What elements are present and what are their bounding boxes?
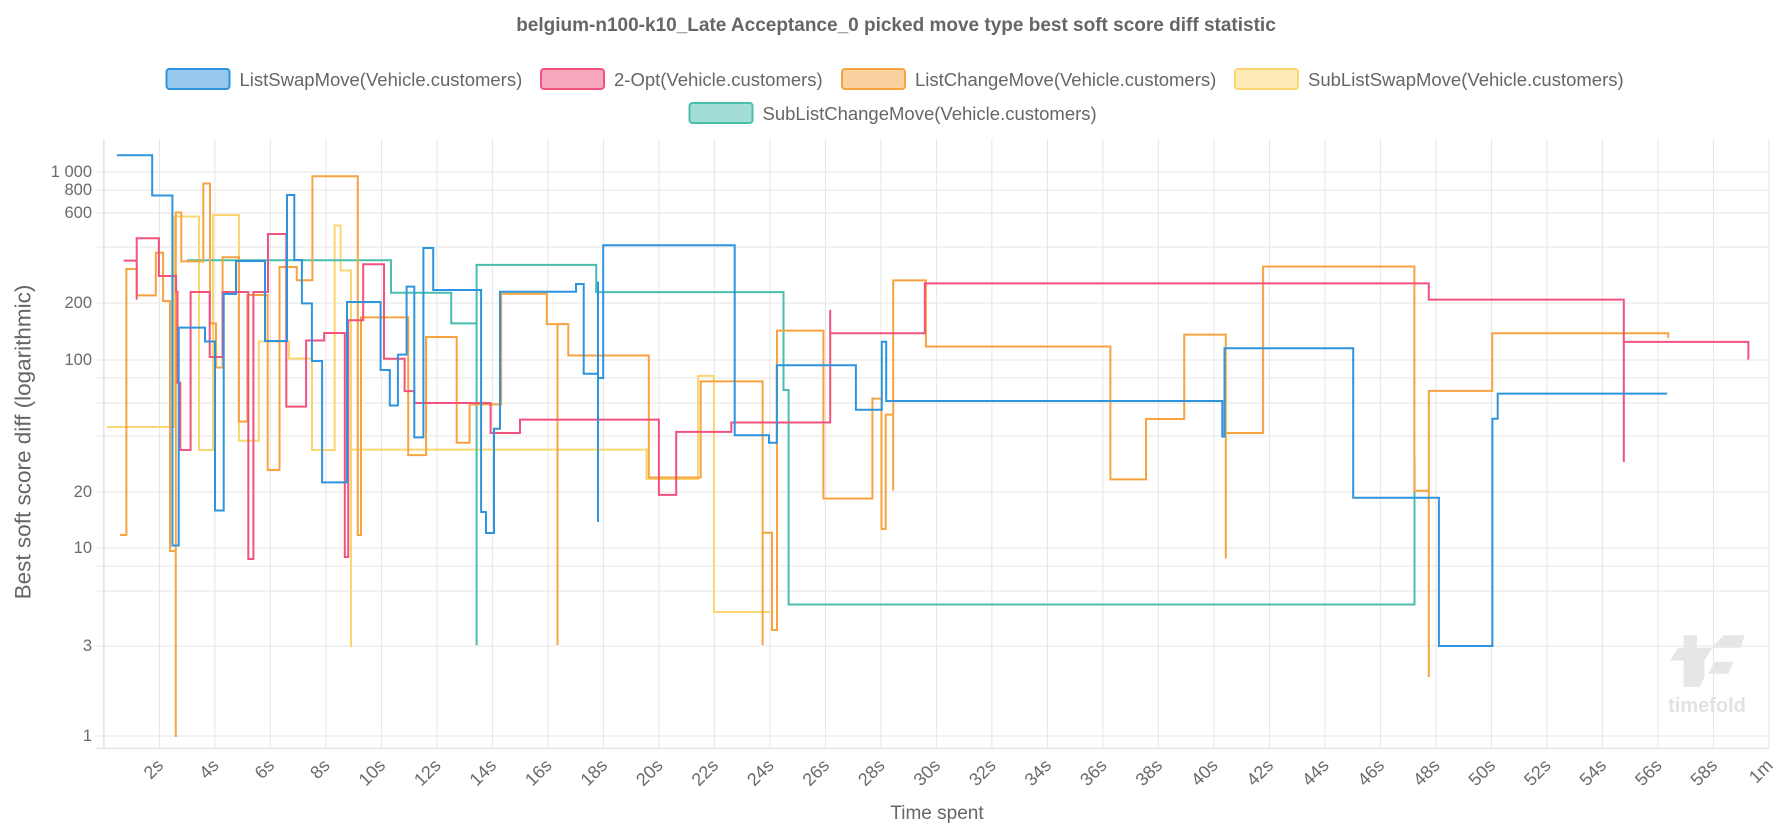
svg-text:600: 600 [64, 204, 92, 222]
svg-text:3: 3 [83, 637, 92, 655]
svg-text:SubListChangeMove(Vehicle.cust: SubListChangeMove(Vehicle.customers) [763, 103, 1097, 124]
svg-text:ListSwapMove(Vehicle.customers: ListSwapMove(Vehicle.customers) [240, 69, 523, 90]
svg-text:200: 200 [64, 294, 92, 312]
svg-text:20: 20 [74, 483, 92, 501]
svg-text:Best soft score diff (logarith: Best soft score diff (logarithmic) [11, 285, 36, 600]
svg-text:800: 800 [64, 181, 92, 199]
svg-text:SubListSwapMove(Vehicle.custom: SubListSwapMove(Vehicle.customers) [1308, 69, 1624, 90]
svg-text:timefold: timefold [1668, 695, 1746, 717]
svg-text:Time spent: Time spent [890, 803, 984, 824]
svg-text:100: 100 [64, 351, 92, 369]
svg-text:ListChangeMove(Vehicle.custome: ListChangeMove(Vehicle.customers) [915, 69, 1216, 90]
svg-text:10: 10 [74, 539, 92, 557]
svg-text:belgium-n100-k10_Late Acceptan: belgium-n100-k10_Late Acceptance_0 picke… [516, 15, 1276, 36]
svg-text:1 000: 1 000 [51, 163, 92, 181]
svg-text:2-Opt(Vehicle.customers): 2-Opt(Vehicle.customers) [614, 69, 823, 90]
svg-text:1: 1 [83, 727, 92, 745]
